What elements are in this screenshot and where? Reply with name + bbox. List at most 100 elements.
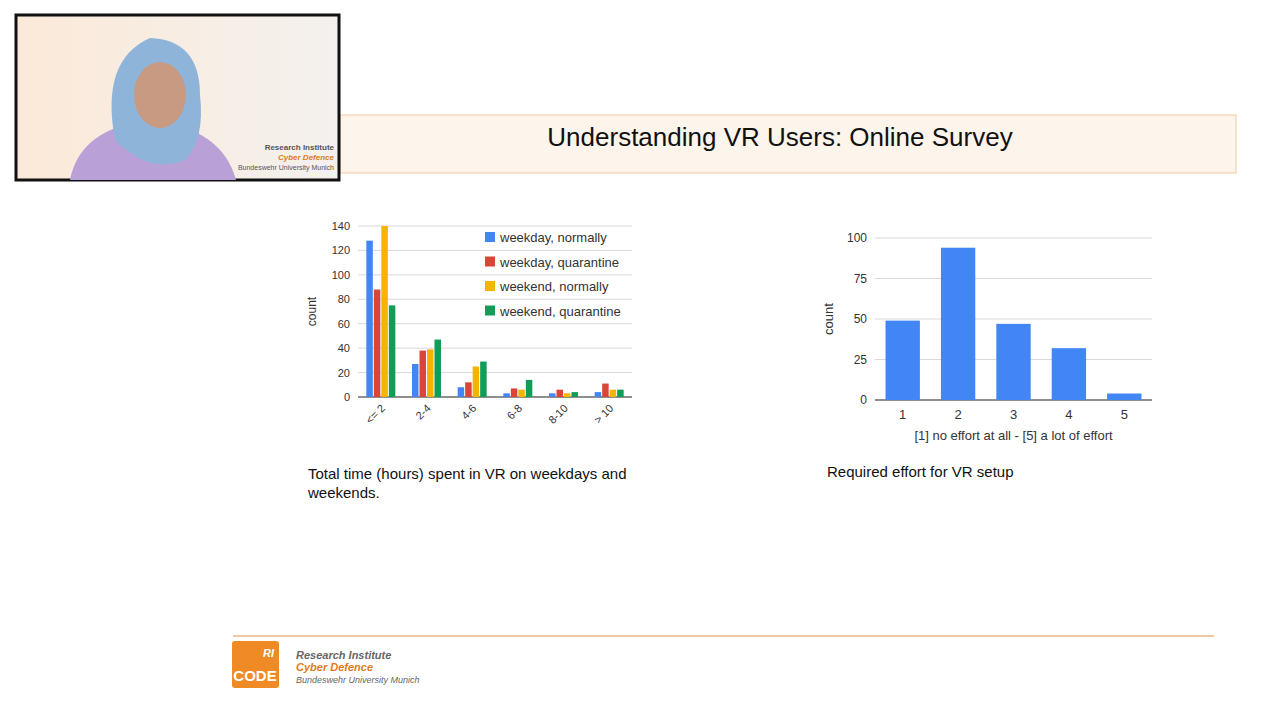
y-tick-label: 50 bbox=[854, 312, 868, 326]
title-banner bbox=[340, 115, 1236, 173]
grid-line bbox=[875, 319, 1152, 320]
bar bbox=[366, 241, 373, 397]
bar bbox=[389, 305, 396, 397]
grid-line bbox=[358, 323, 632, 324]
webcam-frame bbox=[16, 15, 339, 180]
bar bbox=[595, 392, 602, 397]
legend-swatch bbox=[485, 281, 495, 291]
y-tick-label: 75 bbox=[854, 272, 868, 286]
x-tick-label: <= 2 bbox=[363, 402, 387, 426]
grid-line bbox=[358, 372, 632, 373]
webcam-text: Cyber Defence bbox=[278, 153, 335, 162]
bar bbox=[941, 248, 975, 400]
x-tick-label: 8-10 bbox=[546, 402, 570, 426]
grid-line bbox=[358, 299, 632, 300]
x-tick-label: 6-8 bbox=[505, 402, 525, 422]
y-tick-label: 40 bbox=[338, 342, 350, 354]
x-tick-label: 2 bbox=[954, 407, 961, 422]
legend-label: weekday, quarantine bbox=[499, 255, 619, 270]
y-tick-label: 60 bbox=[338, 318, 350, 330]
grid-line bbox=[358, 250, 632, 251]
y-tick-label: 100 bbox=[847, 231, 867, 245]
legend-swatch bbox=[485, 232, 495, 242]
bar bbox=[518, 390, 525, 397]
bar bbox=[473, 366, 480, 397]
grid-line bbox=[358, 226, 632, 227]
bar bbox=[458, 387, 465, 397]
x-tick-label: 3 bbox=[1010, 407, 1017, 422]
grid-line bbox=[358, 274, 632, 275]
x-tick-label: 5 bbox=[1121, 407, 1128, 422]
footer-rule bbox=[233, 635, 1214, 637]
bar bbox=[480, 362, 487, 397]
grid-line bbox=[875, 278, 1152, 279]
bar bbox=[602, 384, 609, 397]
x-axis-title: [1] no effort at all - [5] a lot of effo… bbox=[914, 428, 1113, 443]
grid-line bbox=[358, 397, 632, 398]
x-tick-label: > 10 bbox=[592, 402, 616, 426]
bar bbox=[1107, 394, 1141, 400]
logo-text: Cyber Defence bbox=[296, 661, 373, 673]
y-axis-title: count bbox=[305, 296, 319, 326]
y-tick-label: 25 bbox=[854, 353, 868, 367]
bar bbox=[617, 390, 624, 397]
bar bbox=[511, 388, 518, 397]
slide: Understanding VR Users: Online Survey Res… bbox=[0, 0, 1280, 720]
caption-line: Required effort for VR setup bbox=[827, 463, 1014, 480]
bar bbox=[526, 380, 533, 397]
logo-text: Bundeswehr University Munich bbox=[296, 675, 420, 685]
person-scarf bbox=[112, 38, 201, 165]
bar bbox=[435, 340, 442, 397]
legend-swatch bbox=[485, 257, 495, 267]
x-tick-label: 1 bbox=[899, 407, 906, 422]
y-tick-label: 120 bbox=[332, 244, 350, 256]
bar bbox=[427, 349, 434, 397]
logo-name: CODE bbox=[233, 667, 276, 684]
y-tick-label: 140 bbox=[332, 220, 350, 232]
x-axis bbox=[358, 397, 632, 398]
bars bbox=[366, 226, 623, 397]
person-face bbox=[134, 62, 186, 128]
y-tick-label: 20 bbox=[338, 367, 350, 379]
bar bbox=[557, 390, 564, 397]
bar bbox=[465, 382, 472, 397]
bar bbox=[610, 390, 617, 397]
chart-caption: Total time (hours) spent in VR on weekda… bbox=[307, 465, 627, 501]
chart: 0 20 40 60 80 100 120 140 count <= 2 2-4 4-6 6-8 8-10… bbox=[305, 220, 632, 501]
y-tick-label: 80 bbox=[338, 293, 350, 305]
grid-line bbox=[875, 238, 1152, 239]
bars bbox=[886, 248, 1142, 400]
webcam-text: Research Institute bbox=[265, 143, 335, 152]
x-tick-label: 4 bbox=[1065, 407, 1072, 422]
legend-label: weekday, normally bbox=[499, 230, 607, 245]
legend-label: weekend, normally bbox=[499, 279, 609, 294]
legend-swatch bbox=[485, 306, 495, 316]
y-tick-label: 0 bbox=[860, 393, 867, 407]
y-axis-title: count bbox=[821, 303, 836, 335]
x-tick-label: 2-4 bbox=[413, 402, 433, 422]
chart-caption: Required effort for VR setup bbox=[827, 463, 1014, 480]
logo-badge bbox=[232, 641, 279, 688]
bar bbox=[572, 392, 579, 397]
bar bbox=[549, 393, 556, 397]
bar bbox=[420, 351, 427, 397]
legend-label: weekend, quarantine bbox=[499, 304, 621, 319]
y-tick-label: 0 bbox=[344, 391, 350, 403]
y-tick-label: 100 bbox=[332, 269, 350, 281]
webcam: Research InstituteCyber Defence Bundesweh… bbox=[16, 15, 339, 180]
bar bbox=[381, 226, 388, 397]
grid-line bbox=[358, 348, 632, 349]
bar bbox=[374, 290, 381, 397]
caption-line: Total time (hours) spent in VR on weekda… bbox=[308, 465, 627, 482]
caption-line: weekends. bbox=[307, 484, 380, 501]
slide-title: Understanding VR Users: Online Survey bbox=[547, 122, 1012, 152]
bar bbox=[412, 364, 419, 397]
bar bbox=[564, 393, 571, 397]
chart: 0 25 50 75 100 count 1 2 3 4 5 [1] no effort at all… bbox=[821, 231, 1152, 480]
webcam-text: Bundeswehr University Munich bbox=[238, 164, 334, 172]
bar bbox=[886, 321, 920, 400]
bar bbox=[996, 324, 1030, 400]
x-tick-label: 4-6 bbox=[459, 402, 479, 422]
logo-text: Research Institute bbox=[296, 649, 391, 661]
bar bbox=[1052, 348, 1086, 400]
